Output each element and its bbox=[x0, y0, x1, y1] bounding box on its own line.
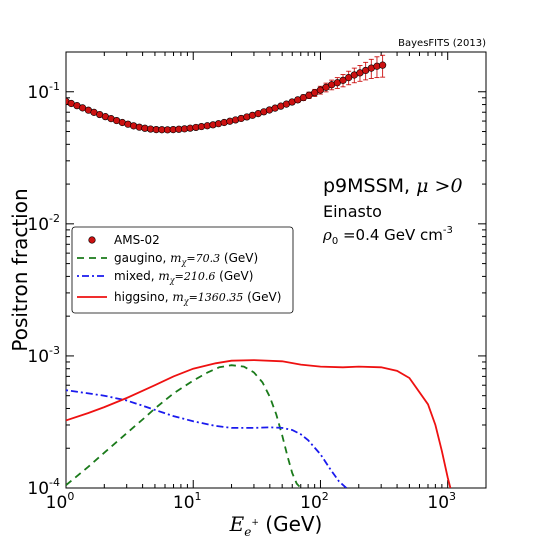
legend-mass-symbol: m bbox=[172, 290, 183, 304]
density-annotation: ρ0 =0.4 GeV cm-3 bbox=[322, 225, 453, 247]
x-axis-symbol: E bbox=[229, 512, 245, 536]
legend-mass-sub: χ bbox=[181, 258, 188, 267]
legend-mass-sub: χ bbox=[183, 297, 190, 306]
y-tick-label: 10-4 bbox=[27, 476, 60, 499]
legend-item-ams02: AMS-02 bbox=[88, 233, 160, 247]
legend-mass-symbol: m bbox=[170, 251, 181, 265]
y-tick-label: 10-3 bbox=[27, 344, 60, 367]
axis-tick-labels: 100 101 102 103 10-4 10-3 10-2 10-1 bbox=[27, 80, 456, 513]
density-symbol: ρ bbox=[322, 226, 332, 244]
legend-item-gaugino: gaugino, mχ=70.3 (GeV) bbox=[77, 251, 258, 267]
x-axis-label: Ee+ (GeV) bbox=[229, 512, 323, 539]
y-axis-label: Positron fraction bbox=[8, 188, 32, 351]
source-label: BayesFITS (2013) bbox=[398, 38, 486, 49]
data-point bbox=[197, 122, 206, 131]
legend-item-mixed: mixed, mχ=210.6 (GeV) bbox=[77, 269, 253, 285]
x-axis-unit: (GeV) bbox=[259, 512, 322, 536]
x-axis-subscript: e bbox=[244, 525, 251, 539]
legend-mass-gaugino: =70.3 bbox=[186, 252, 220, 265]
density-value: =0.4 GeV cm bbox=[338, 226, 443, 244]
legend-mass-sub: χ bbox=[169, 276, 176, 285]
axis-ticks bbox=[65, 51, 487, 489]
legend-name-mixed: mixed, bbox=[114, 269, 158, 283]
legend-label-higgsino: higgsino, mχ=1360.35 (GeV) bbox=[114, 290, 281, 306]
x-tick-label: 103 bbox=[427, 490, 456, 513]
legend: AMS-02 gaugino, mχ=70.3 (GeV) mixed, mχ=… bbox=[71, 226, 294, 314]
y-tick-label: 10-2 bbox=[27, 212, 60, 235]
legend-unit-mixed: (GeV) bbox=[215, 269, 253, 283]
legend-unit-higgsino: (GeV) bbox=[243, 290, 281, 304]
x-tick-label: 101 bbox=[173, 490, 202, 513]
series-line-mixed bbox=[66, 389, 347, 488]
model-curves bbox=[66, 359, 452, 488]
profile-annotation: Einasto bbox=[323, 202, 382, 221]
legend-unit-gaugino: (GeV) bbox=[220, 251, 258, 265]
x-tick-label: 100 bbox=[46, 490, 75, 513]
x-tick-label: 102 bbox=[300, 490, 329, 513]
model-annotation: p9MSSM, μ >0 bbox=[323, 175, 463, 197]
legend-label-ams02: AMS-02 bbox=[114, 233, 160, 247]
legend-name-gaugino: gaugino, bbox=[114, 251, 170, 265]
data-point bbox=[316, 86, 324, 94]
data-point bbox=[379, 61, 387, 69]
data-point bbox=[311, 89, 319, 97]
legend-box bbox=[71, 226, 294, 314]
data-point bbox=[339, 76, 347, 84]
legend-name-higgsino: higgsino, bbox=[114, 290, 172, 304]
legend-mass-mixed: =210.6 bbox=[175, 270, 216, 283]
density-exponent: -3 bbox=[443, 225, 453, 236]
series-line-higgsino bbox=[66, 359, 452, 488]
series-line-gaugino bbox=[66, 364, 302, 488]
legend-mass-higgsino: =1360.35 bbox=[189, 291, 244, 304]
legend-label-mixed: mixed, mχ=210.6 (GeV) bbox=[114, 269, 253, 285]
ams02-points bbox=[66, 54, 387, 134]
legend-label-gaugino: gaugino, mχ=70.3 (GeV) bbox=[114, 251, 258, 267]
x-axis-superscript: + bbox=[251, 518, 259, 528]
model-name: p9MSSM, bbox=[323, 175, 416, 197]
y-tick-label: 10-1 bbox=[27, 80, 60, 103]
model-condition: μ >0 bbox=[416, 175, 462, 197]
legend-item-higgsino: higgsino, mχ=1360.35 (GeV) bbox=[77, 290, 281, 306]
density-subscript: 0 bbox=[332, 236, 338, 247]
legend-mass-symbol: m bbox=[158, 269, 169, 283]
legend-marker-ams02 bbox=[88, 236, 96, 244]
